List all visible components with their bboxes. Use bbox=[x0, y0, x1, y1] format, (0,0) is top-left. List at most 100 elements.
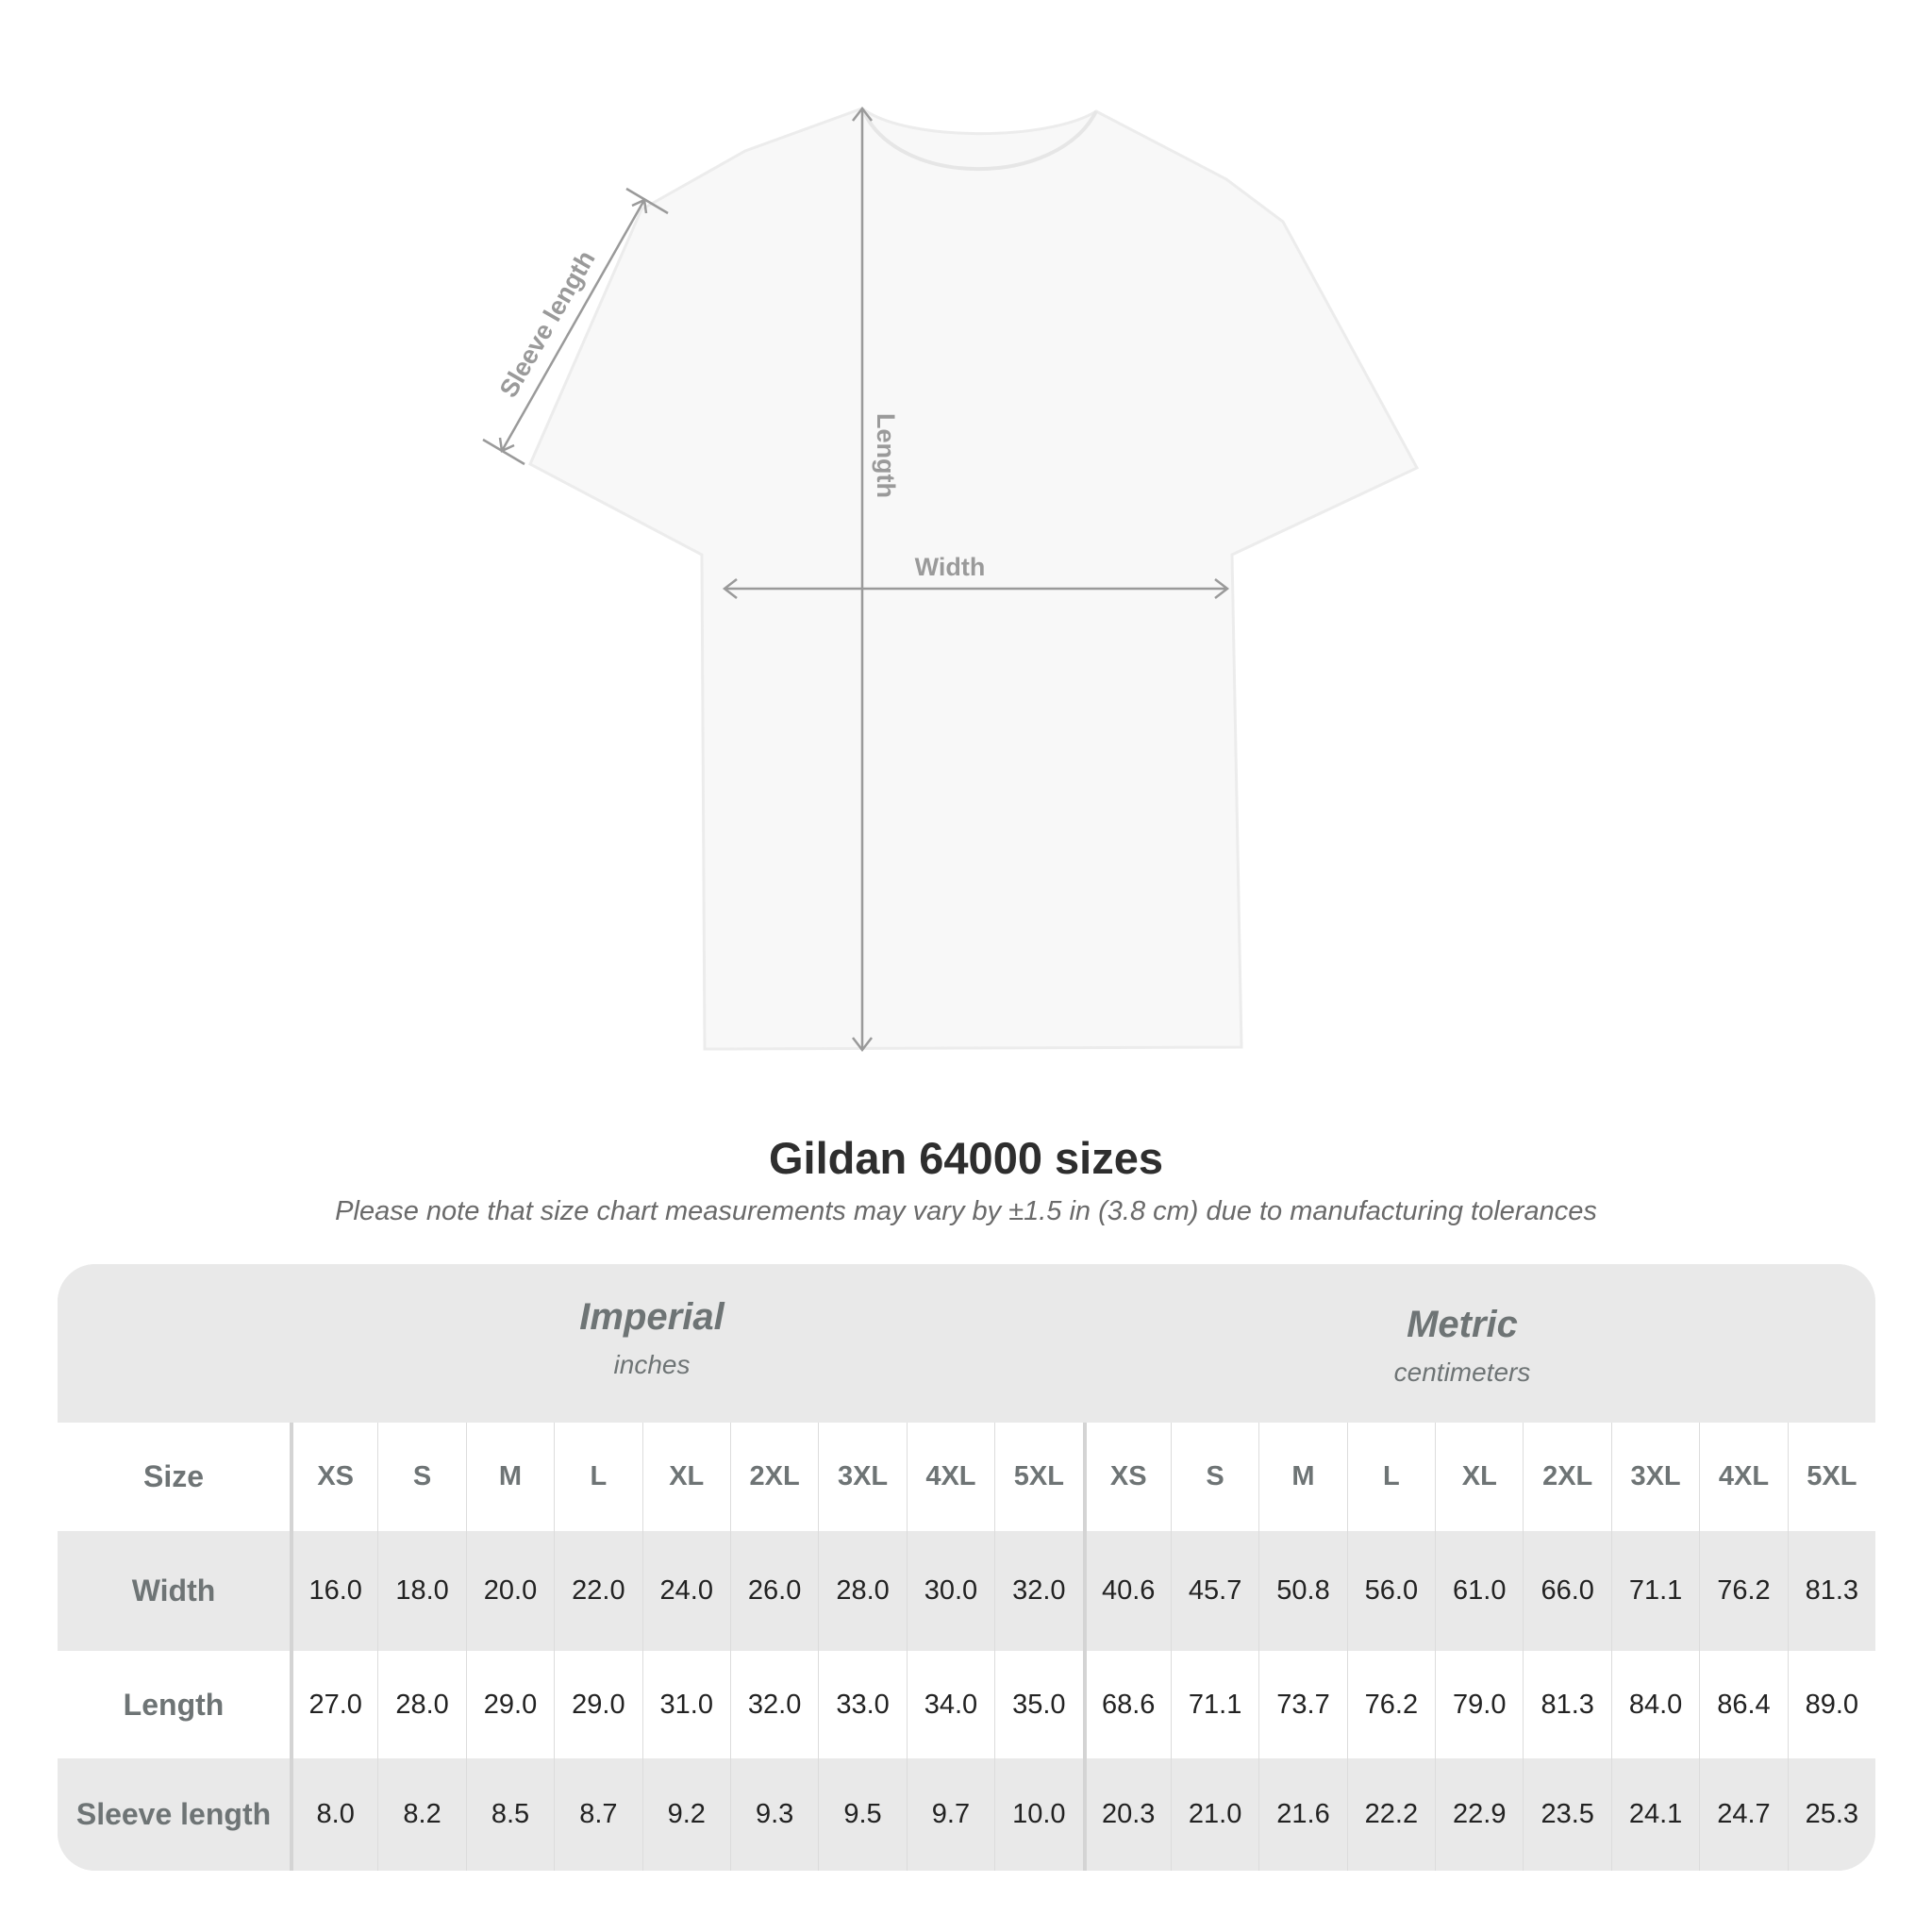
sleeve-arrowhead-top bbox=[631, 198, 648, 214]
length-arrowhead-top bbox=[852, 106, 873, 122]
value-cell-imperial: 29.0 bbox=[554, 1651, 641, 1758]
value-cell-metric: 21.6 bbox=[1258, 1758, 1346, 1871]
value-cell-metric: 56.0 bbox=[1346, 1531, 1435, 1651]
size-header-imperial: XS bbox=[290, 1423, 377, 1531]
size-header-metric: 5XL bbox=[1787, 1423, 1875, 1531]
value-cell-imperial: 26.0 bbox=[729, 1531, 818, 1651]
size-header-metric: 2XL bbox=[1523, 1423, 1610, 1531]
value-cell-metric: 71.1 bbox=[1170, 1651, 1258, 1758]
value-cell-imperial: 8.7 bbox=[554, 1758, 641, 1871]
value-cell-imperial: 9.3 bbox=[729, 1758, 818, 1871]
table-row: Width 16.0 18.0 20.0 22.0 24.0 26.0 28.0 30.0 32.… bbox=[58, 1531, 1875, 1651]
value-cell-imperial: 35.0 bbox=[994, 1651, 1082, 1758]
row-label: Length bbox=[123, 1687, 225, 1722]
size-header-metric: 3XL bbox=[1610, 1423, 1699, 1531]
value-cell-metric: 24.7 bbox=[1699, 1758, 1787, 1871]
value-cell-imperial: 28.0 bbox=[377, 1651, 465, 1758]
metric-group-header: Metric centimeters bbox=[1179, 1304, 1745, 1388]
value-cell-metric: 20.3 bbox=[1082, 1758, 1171, 1871]
width-arrowhead-left bbox=[722, 578, 738, 599]
page-title: Gildan 64000 sizes bbox=[768, 1133, 1164, 1183]
size-header-metric: L bbox=[1346, 1423, 1435, 1531]
value-cell-imperial: 9.2 bbox=[641, 1758, 730, 1871]
value-cell-metric: 84.0 bbox=[1610, 1651, 1699, 1758]
value-cell-imperial: 34.0 bbox=[906, 1651, 994, 1758]
metric-unit: centimeters bbox=[1393, 1357, 1531, 1387]
size-table: Imperial inches Metric centimeters Size X… bbox=[58, 1264, 1875, 1871]
tshirt-shape bbox=[528, 107, 1420, 1051]
tolerance-note: Please note that size chart measurements… bbox=[335, 1196, 1597, 1226]
value-cell-metric: 81.3 bbox=[1787, 1531, 1875, 1651]
value-cell-metric: 79.0 bbox=[1435, 1651, 1523, 1758]
value-cell-imperial: 16.0 bbox=[290, 1531, 377, 1651]
value-cell-metric: 89.0 bbox=[1787, 1651, 1875, 1758]
length-label: Length bbox=[872, 413, 900, 498]
value-cell-imperial: 29.0 bbox=[465, 1651, 554, 1758]
size-header-metric: 4XL bbox=[1699, 1423, 1787, 1531]
value-cell-metric: 21.0 bbox=[1170, 1758, 1258, 1871]
value-cell-imperial: 22.0 bbox=[554, 1531, 641, 1651]
value-cell-metric: 68.6 bbox=[1082, 1651, 1171, 1758]
value-cell-imperial: 31.0 bbox=[641, 1651, 730, 1758]
value-cell-imperial: 33.0 bbox=[818, 1651, 906, 1758]
size-header-imperial: L bbox=[554, 1423, 641, 1531]
imperial-unit: inches bbox=[613, 1350, 691, 1379]
sleeve-tick-bottom bbox=[482, 438, 525, 466]
size-header-imperial: 2XL bbox=[729, 1423, 818, 1531]
size-header-imperial: 3XL bbox=[818, 1423, 906, 1531]
value-cell-imperial: 30.0 bbox=[906, 1531, 994, 1651]
sleeve-tick-top bbox=[625, 187, 669, 215]
size-header-imperial: M bbox=[465, 1423, 554, 1531]
value-cell-imperial: 8.0 bbox=[290, 1758, 377, 1871]
size-header-metric: S bbox=[1170, 1423, 1258, 1531]
size-header-imperial: XL bbox=[641, 1423, 730, 1531]
length-arrowhead-bottom bbox=[852, 1037, 873, 1053]
value-cell-imperial: 28.0 bbox=[818, 1531, 906, 1651]
metric-title: Metric bbox=[1407, 1304, 1518, 1345]
imperial-group-header: Imperial inches bbox=[369, 1296, 935, 1380]
size-header-row: Size XS S M L XL 2XL 3XL 4XL 5XL XS S M L XL 2XL 3XL 4XL 5… bbox=[58, 1423, 1875, 1531]
value-cell-metric: 66.0 bbox=[1523, 1531, 1610, 1651]
size-header-imperial: S bbox=[377, 1423, 465, 1531]
sleeve-arrow bbox=[500, 199, 646, 452]
row-label: Size bbox=[142, 1459, 205, 1493]
value-cell-metric: 23.5 bbox=[1523, 1758, 1610, 1871]
value-cell-imperial: 9.7 bbox=[906, 1758, 994, 1871]
size-header-imperial: 4XL bbox=[906, 1423, 994, 1531]
value-cell-metric: 22.2 bbox=[1346, 1758, 1435, 1871]
table-row: Length 27.0 28.0 29.0 29.0 31.0 32.0 33.0 34.0 35… bbox=[58, 1651, 1875, 1758]
value-cell-metric: 50.8 bbox=[1258, 1531, 1346, 1651]
value-cell-metric: 71.1 bbox=[1610, 1531, 1699, 1651]
value-cell-imperial: 8.2 bbox=[377, 1758, 465, 1871]
row-label: Width bbox=[131, 1574, 216, 1607]
imperial-title: Imperial bbox=[579, 1296, 724, 1338]
value-cell-metric: 76.2 bbox=[1346, 1651, 1435, 1758]
table-header-band: Imperial inches Metric centimeters bbox=[58, 1264, 1875, 1423]
value-cell-metric: 40.6 bbox=[1082, 1531, 1171, 1651]
value-cell-imperial: 18.0 bbox=[377, 1531, 465, 1651]
tshirt-diagram: Width Length Sleeve length bbox=[482, 106, 1420, 1053]
value-cell-imperial: 20.0 bbox=[465, 1531, 554, 1651]
value-cell-metric: 81.3 bbox=[1523, 1651, 1610, 1758]
value-cell-metric: 61.0 bbox=[1435, 1531, 1523, 1651]
value-cell-metric: 24.1 bbox=[1610, 1758, 1699, 1871]
value-cell-metric: 25.3 bbox=[1787, 1758, 1875, 1871]
value-cell-imperial: 24.0 bbox=[641, 1531, 730, 1651]
width-arrowhead-right bbox=[1214, 578, 1230, 599]
tshirt-collar bbox=[860, 108, 1098, 172]
table-row: Sleeve length 8.0 8.2 8.5 8.7 9.2 9.3 9.5 9.7 10.… bbox=[58, 1758, 1875, 1871]
value-cell-imperial: 32.0 bbox=[729, 1651, 818, 1758]
size-header-metric: XL bbox=[1435, 1423, 1523, 1531]
value-cell-metric: 73.7 bbox=[1258, 1651, 1346, 1758]
value-cell-imperial: 9.5 bbox=[818, 1758, 906, 1871]
value-cell-metric: 22.9 bbox=[1435, 1758, 1523, 1871]
row-label: Sleeve length bbox=[75, 1797, 272, 1831]
value-cell-imperial: 10.0 bbox=[994, 1758, 1082, 1871]
size-header-metric: XS bbox=[1082, 1423, 1171, 1531]
value-cell-metric: 76.2 bbox=[1699, 1531, 1787, 1651]
value-cell-imperial: 8.5 bbox=[465, 1758, 554, 1871]
value-cell-imperial: 32.0 bbox=[994, 1531, 1082, 1651]
size-header-metric: M bbox=[1258, 1423, 1346, 1531]
value-cell-metric: 45.7 bbox=[1170, 1531, 1258, 1651]
value-cell-imperial: 27.0 bbox=[290, 1651, 377, 1758]
